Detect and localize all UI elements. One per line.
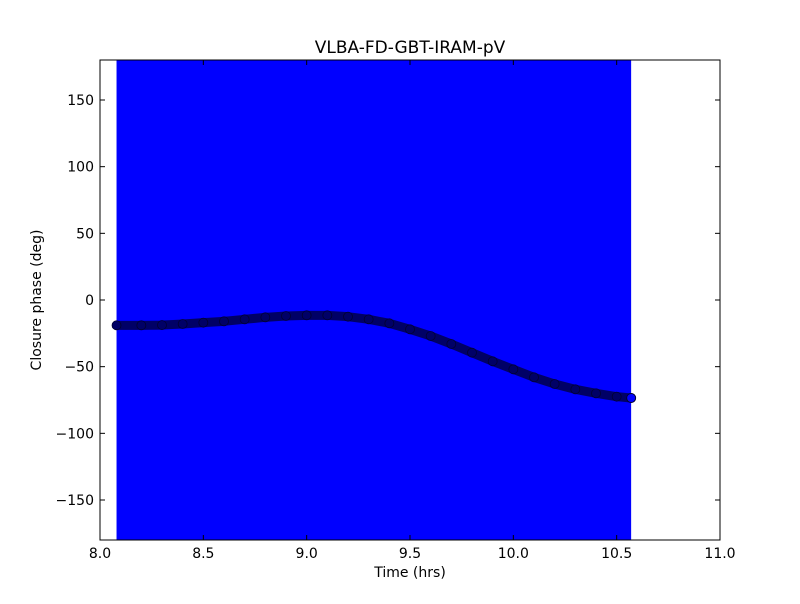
y-tick-label: 150 bbox=[67, 93, 94, 109]
data-point bbox=[301, 310, 312, 321]
data-point bbox=[219, 316, 229, 327]
error-band bbox=[116, 60, 632, 540]
y-tick-label: −150 bbox=[56, 493, 94, 509]
data-point bbox=[260, 312, 271, 323]
y-tick-label: 50 bbox=[76, 226, 94, 242]
data-point bbox=[177, 319, 188, 329]
data-point bbox=[570, 384, 581, 395]
data-point bbox=[446, 339, 457, 349]
data-point bbox=[198, 317, 209, 328]
data-point bbox=[384, 318, 395, 329]
data-point bbox=[363, 314, 374, 325]
x-tick-label: 9.0 bbox=[296, 546, 318, 562]
data-point bbox=[343, 311, 353, 322]
x-tick-label: 8.0 bbox=[89, 546, 111, 562]
data-point bbox=[467, 347, 477, 358]
data-point bbox=[281, 311, 291, 321]
data-point-last bbox=[626, 393, 637, 403]
data-point bbox=[611, 391, 622, 402]
x-tick-label: 8.5 bbox=[192, 546, 214, 562]
data-point bbox=[239, 314, 250, 325]
data-point bbox=[322, 310, 333, 321]
data-point bbox=[508, 364, 519, 375]
data-point bbox=[136, 320, 147, 331]
x-tick-label: 11.0 bbox=[704, 546, 735, 562]
y-tick-label: −50 bbox=[64, 360, 94, 376]
x-tick-label: 9.5 bbox=[399, 546, 421, 562]
data-point bbox=[549, 379, 560, 389]
data-point bbox=[487, 356, 498, 367]
x-tick-label: 10.5 bbox=[601, 546, 632, 562]
y-tick-label: −100 bbox=[56, 426, 94, 442]
plot-frame bbox=[99, 59, 721, 541]
data-point bbox=[111, 320, 122, 331]
data-point bbox=[591, 388, 601, 399]
y-tick-label: 100 bbox=[67, 160, 94, 176]
x-tick-label: 10.0 bbox=[498, 546, 529, 562]
data-point bbox=[529, 372, 539, 383]
data-point bbox=[157, 320, 167, 330]
x-axis-label: Time (hrs) bbox=[373, 565, 446, 581]
chart-title: VLBA-FD-GBT-IRAM-pV bbox=[315, 38, 506, 58]
data-point bbox=[425, 331, 436, 341]
data-point bbox=[405, 324, 415, 335]
y-axis-label: Closure phase (deg) bbox=[29, 230, 45, 371]
y-tick-label: 0 bbox=[85, 293, 94, 309]
